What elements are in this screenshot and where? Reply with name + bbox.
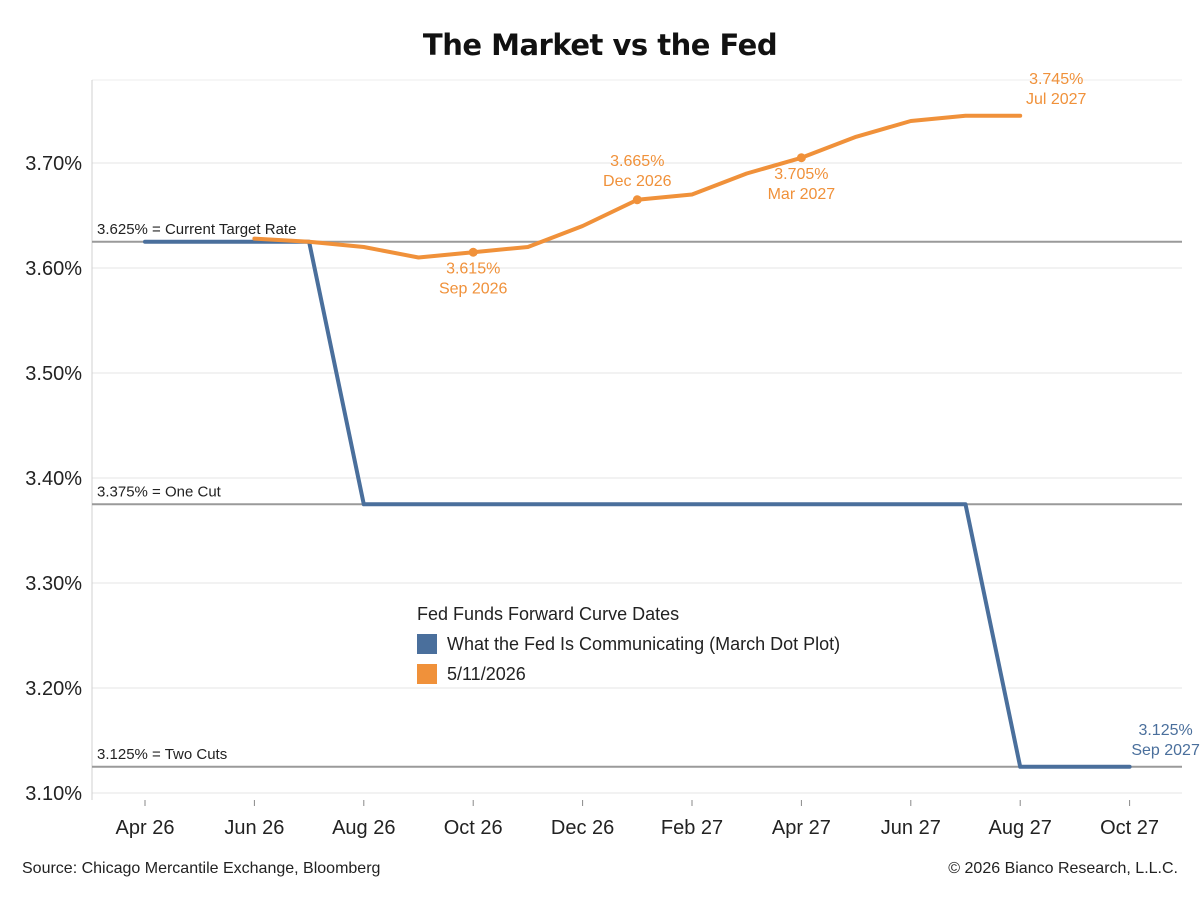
y-tick-label: 3.40% [25, 468, 82, 490]
legend: Fed Funds Forward Curve Dates What the F… [417, 604, 840, 689]
x-tick-label: Jun 26 [224, 817, 284, 839]
x-tick-label: Apr 27 [772, 817, 831, 839]
y-tick-label: 3.70% [25, 153, 82, 175]
reference-line-label: 3.625% = Current Target Rate [97, 221, 296, 238]
annotation-label: Sep 2027 [1131, 742, 1200, 759]
x-tick-label: Dec 26 [551, 817, 614, 839]
x-tick-label: Apr 26 [116, 817, 175, 839]
source-note: Source: Chicago Mercantile Exchange, Blo… [22, 860, 381, 877]
reference-line-label: 3.125% = Two Cuts [97, 746, 227, 763]
x-tick-label: Feb 27 [661, 817, 723, 839]
annotation-marker [632, 195, 642, 205]
annotation-label: 3.125% [1138, 722, 1192, 739]
annotation-label: Dec 2026 [603, 173, 672, 190]
legend-title: Fed Funds Forward Curve Dates [417, 604, 680, 624]
annotation-label: 3.705% [774, 166, 828, 183]
y-tick-label: 3.50% [25, 363, 82, 385]
legend-label-market: 5/11/2026 [447, 663, 526, 684]
x-tick-label: Oct 26 [444, 817, 503, 839]
copyright-note: © 2026 Bianco Research, L.L.C. [948, 860, 1178, 877]
y-tick-label: 3.30% [25, 573, 82, 595]
annotation-label: 3.745% [1029, 71, 1083, 88]
annotation-label: Mar 2027 [768, 186, 836, 203]
y-tick-label: 3.20% [25, 678, 82, 700]
annotation-label: Jul 2027 [1026, 91, 1087, 108]
legend-item-market: 5/11/2026 [417, 659, 840, 689]
chart-title: The Market vs the Fed [422, 28, 778, 62]
x-tick-label: Aug 27 [989, 817, 1052, 839]
x-tick-label: Jun 27 [881, 817, 941, 839]
annotation-label: Sep 2026 [439, 280, 508, 297]
legend-label-fed: What the Fed Is Communicating (March Dot… [447, 633, 841, 654]
x-tick-label: Aug 26 [332, 817, 395, 839]
x-tick-label: Oct 27 [1100, 817, 1159, 839]
annotation-marker [468, 247, 478, 257]
y-tick-label: 3.10% [25, 783, 82, 805]
annotation-label: 3.615% [446, 260, 500, 277]
legend-swatch-market [417, 664, 437, 684]
annotation-label: 3.665% [610, 153, 664, 170]
legend-swatch-fed [417, 634, 437, 654]
annotation-marker [796, 153, 806, 163]
y-tick-label: 3.60% [25, 258, 82, 280]
legend-item-fed: What the Fed Is Communicating (March Dot… [417, 629, 840, 659]
reference-line-label: 3.375% = One Cut [97, 483, 222, 500]
